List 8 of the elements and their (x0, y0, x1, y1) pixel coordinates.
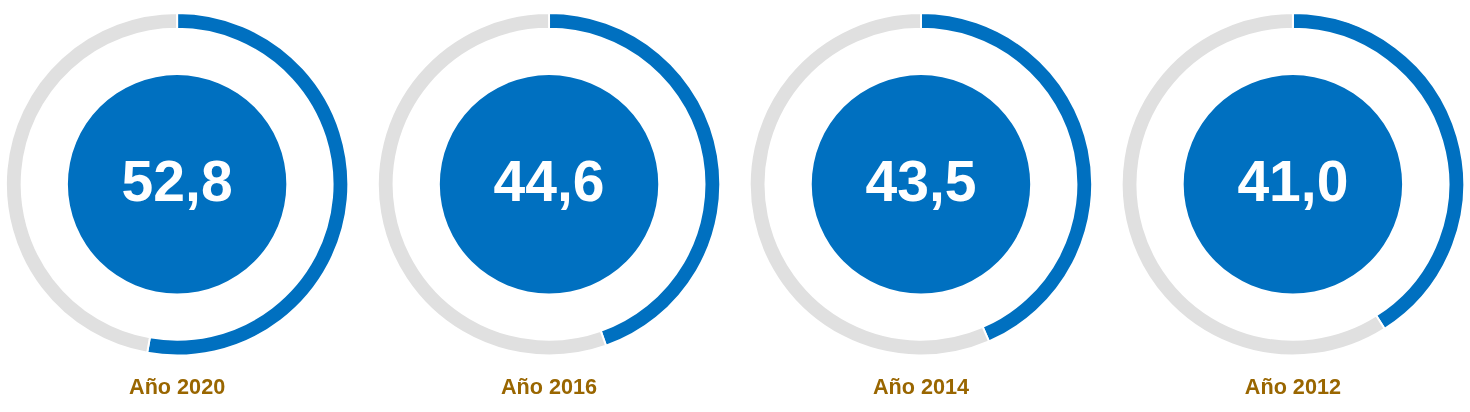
text: 43,5 (865, 149, 977, 214)
text: 41,0 (1237, 149, 1349, 214)
text: 44,6 (493, 149, 605, 214)
text: Año 2016 (500, 373, 598, 399)
text: Año 2012 (1244, 373, 1341, 399)
text: Año 2020 (129, 373, 226, 399)
text: Año 2014 (872, 373, 970, 399)
text: 52,8 (121, 149, 233, 214)
